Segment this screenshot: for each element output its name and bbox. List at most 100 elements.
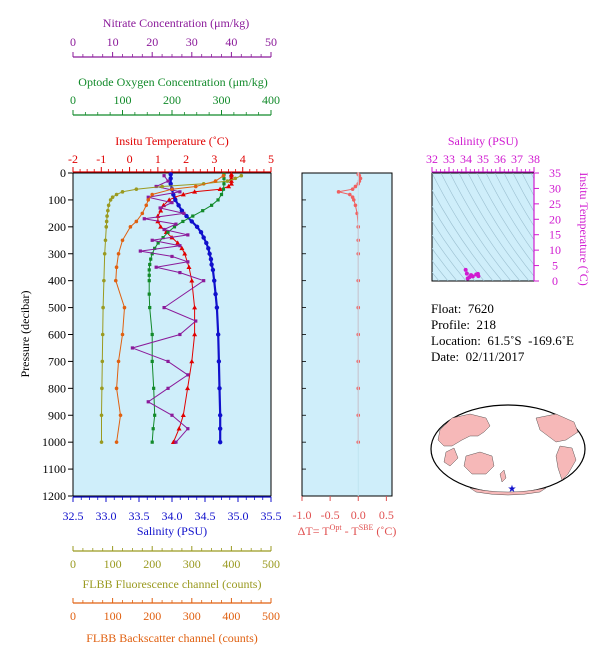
backscatter-axis-tick-label: 400 — [222, 609, 240, 623]
ts-salinity-axis: 32 33 34 35 36 37 38 — [426, 152, 540, 173]
fluorescence-axis-tick-label: 500 — [262, 557, 280, 571]
fluorescence-data-point — [103, 238, 108, 243]
ts-density-contour — [512, 173, 534, 213]
ts-density-contour — [503, 173, 534, 227]
oxygen-data-point — [181, 219, 185, 224]
temperature-data-point — [176, 426, 182, 431]
ts-temperature-axis-tick-label: 10 — [549, 243, 561, 257]
map-land-africa — [443, 447, 459, 467]
backscatter-axis-title: FLBB Backscatter channel (counts) — [86, 631, 258, 645]
fluorescence-data-point — [99, 413, 104, 418]
oxygen-data-point — [150, 359, 154, 364]
nitrate-data-point — [170, 413, 174, 417]
ts-salinity-axis-title: Salinity (PSU) — [448, 134, 518, 148]
nitrate-data-point — [182, 211, 186, 215]
temperature-axis: -2 -1 0 1 2 3 4 5 — [68, 152, 274, 173]
oxygen-data-point — [147, 279, 151, 283]
temperature-axis-tick-label: 3 — [211, 152, 217, 166]
oxygen-axis-tick-label: 0 — [70, 93, 76, 107]
salinity-data-point — [168, 172, 173, 177]
oxygen-data-point — [219, 192, 224, 197]
fluorescence-data-point — [100, 359, 105, 364]
nitrate-data-point — [138, 249, 142, 253]
ts-temperature-axis-tick-label: 5 — [552, 259, 558, 273]
fluorescence-data-point — [114, 192, 119, 197]
salinity-data-point — [217, 439, 223, 445]
ts-temperature-axis-tick-label: 35 — [549, 166, 561, 180]
nitrate-data-point — [162, 174, 166, 178]
ts-salinity-axis-tick-label: 37 — [511, 152, 523, 166]
map-land-new-zealand — [499, 469, 507, 483]
fluorescence-data-point — [239, 173, 244, 178]
deltaT-data-point — [353, 203, 358, 208]
nitrate-axis-tick-label: 40 — [225, 35, 237, 49]
pressure-axis-title: Pressure (decibar) — [18, 291, 32, 378]
ts-temperature-axis-title: Insitu Temperature (˚C) — [577, 172, 591, 286]
nitrate-data-point — [166, 179, 170, 183]
temperature-data-point — [179, 245, 185, 251]
nitrate-data-point — [162, 305, 166, 310]
salinity-data-point — [210, 267, 216, 273]
ts-salinity-axis-tick-label: 32 — [426, 152, 438, 166]
pressure-axis-tick-label: 800 — [48, 381, 66, 395]
fluorescence-data-point — [106, 208, 110, 213]
delta-t-axis-tick-label: -1.0 — [293, 508, 312, 522]
nitrate-axis-tick-label: 0 — [70, 35, 76, 49]
ts-density-contour — [432, 205, 485, 281]
ts-data-point — [463, 267, 468, 272]
salinity-data-point — [216, 359, 222, 364]
temperature-data-point — [186, 264, 192, 270]
backscatter-data-point — [120, 238, 125, 243]
ts-density-contour — [432, 173, 503, 281]
nitrate-axis-tick-label: 20 — [146, 35, 158, 49]
pressure-axis-tick-label: 500 — [48, 301, 66, 315]
ts-density-contour — [458, 173, 530, 281]
oxygen-data-point — [150, 252, 154, 256]
profile-number-label: Profile: 218 — [431, 317, 496, 332]
oxygen-data-point — [152, 386, 156, 390]
backscatter-data-point — [113, 278, 118, 283]
oxygen-data-point — [148, 262, 152, 267]
nitrate-axis-title: Nitrate Concentration (μm/kg) — [103, 16, 249, 30]
pressure-axis-tick-label: 1100 — [42, 462, 66, 476]
oxygen-axis: 0 100 200 300 400 — [70, 93, 280, 116]
nitrate-data-point — [146, 400, 150, 404]
deltaT-data-point — [351, 198, 356, 202]
oxygen-data-point — [153, 413, 157, 417]
oxygen-axis-tick-label: 300 — [213, 93, 231, 107]
oxygen-data-point — [222, 182, 226, 186]
ts-temperature-axis-tick-label: 0 — [552, 274, 558, 288]
ts-density-contour — [476, 173, 534, 266]
backscatter-data-point — [128, 225, 133, 229]
oxygen-data-point — [191, 214, 195, 218]
fluorescence-data-point — [102, 278, 106, 283]
backscatter-data-point — [140, 211, 145, 216]
backscatter-data-point — [170, 187, 174, 191]
nitrate-data-point — [154, 265, 158, 269]
float-position-marker: ★ — [508, 484, 517, 495]
ts-salinity-axis-tick-label: 34 — [460, 152, 472, 166]
salinity-axis-tick-label: 34.5 — [195, 509, 216, 523]
ts-density-contour — [432, 260, 449, 281]
map-land-australia — [463, 451, 495, 475]
ts-salinity-axis-tick-label: 35 — [477, 152, 489, 166]
ts-data-point — [465, 276, 470, 281]
temperature-data-point — [180, 191, 186, 197]
oxygen-data-point — [149, 257, 153, 261]
oxygen-data-point — [221, 187, 226, 191]
oxygen-data-point — [210, 203, 214, 207]
backscatter-axis-tick-label: 200 — [143, 609, 161, 623]
fluorescence-axis-tick-label: 200 — [143, 557, 161, 571]
salinity-data-point — [213, 291, 218, 297]
pressure-axis-tick-label: 1000 — [42, 435, 66, 449]
backscatter-axis-tick-label: 0 — [70, 609, 76, 623]
delta-t-axis: -1.0 -0.5 0.0 0.5 — [293, 172, 394, 522]
deltaT-data-point — [350, 187, 355, 191]
ts-temperature-axis-tick-label: 20 — [549, 212, 561, 226]
nitrate-data-point — [158, 206, 162, 210]
nitrate-data-point — [154, 184, 158, 189]
backscatter-data-point — [116, 251, 121, 256]
salinity-data-point — [189, 219, 194, 224]
